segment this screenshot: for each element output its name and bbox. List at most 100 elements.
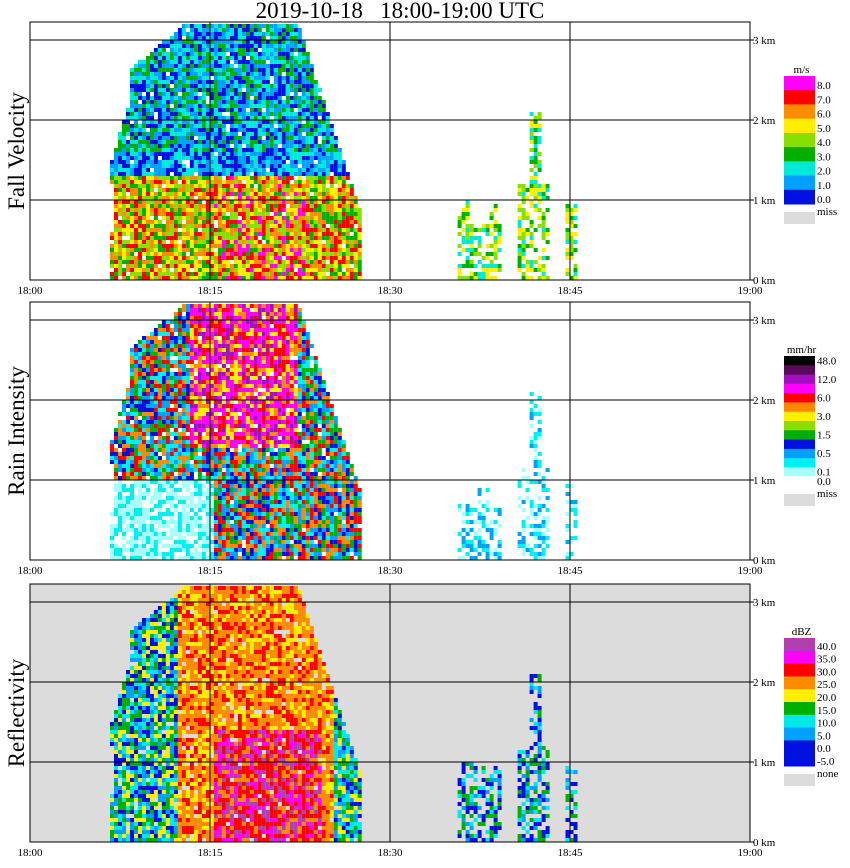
data-cell [305,240,310,244]
data-cell [281,156,286,160]
data-cell [269,60,274,64]
data-cell [277,112,282,116]
data-cell [161,44,166,48]
data-cell [321,192,326,196]
data-cell [157,200,162,204]
data-cell [153,364,158,368]
data-cell [189,356,194,360]
data-cell [138,180,142,184]
data-cell [249,88,254,92]
data-cell [150,344,154,348]
data-cell [134,244,138,248]
data-cell [269,180,274,184]
data-cell [205,152,210,156]
data-cell [229,248,234,252]
data-cell [325,168,330,172]
data-cell [209,112,214,116]
data-cell [209,160,214,164]
data-cell [325,252,330,256]
data-cell [265,276,270,280]
data-cell [173,84,178,88]
data-cell [197,480,202,484]
data-cell [126,388,130,392]
data-cell [185,504,190,508]
data-cell [177,312,182,316]
data-cell [213,76,218,80]
data-cell [209,408,214,412]
data-cell [185,308,190,312]
data-cell [233,140,238,144]
data-cell [150,152,154,156]
data-cell [181,156,186,160]
data-cell [142,368,146,372]
data-cell [153,356,158,360]
data-cell [233,256,238,260]
data-cell [305,100,310,104]
data-cell [193,396,198,400]
data-cell [293,100,298,104]
data-cell [150,380,154,384]
data-cell [150,500,154,504]
data-cell [309,92,314,96]
data-cell [253,204,258,208]
data-cell [181,260,186,264]
data-cell [146,116,150,120]
data-cell [177,380,182,384]
data-cell [257,148,262,152]
data-cell [126,180,130,184]
data-cell [533,180,538,184]
data-cell [122,180,126,184]
data-cell [317,128,322,132]
data-cell [357,264,362,268]
data-cell [142,364,146,368]
data-cell [114,204,118,208]
data-cell [281,260,286,264]
data-cell [333,236,338,240]
data-cell [185,176,190,180]
data-cell [541,228,546,232]
data-cell [134,348,138,352]
data-cell [114,484,118,488]
data-cell [134,508,138,512]
data-cell [142,72,146,76]
data-cell [225,100,230,104]
data-cell [225,168,230,172]
data-cell [157,416,162,420]
data-cell [150,140,154,144]
data-cell [289,24,294,28]
data-cell [157,432,162,436]
data-cell [205,388,210,392]
data-cell [150,124,154,128]
data-cell [161,100,166,104]
data-cell [126,448,130,452]
data-cell [153,352,158,356]
data-cell [525,196,530,200]
data-cell [130,128,134,132]
data-cell [205,232,210,236]
data-cell [118,152,122,156]
data-cell [138,496,142,500]
data-cell [249,28,254,32]
data-cell [305,196,310,200]
data-cell [221,272,226,276]
data-cell [114,452,118,456]
data-cell [142,356,146,360]
data-cell [213,256,218,260]
data-cell [197,248,202,252]
data-cell [217,244,222,248]
data-cell [253,220,258,224]
data-cell [126,428,130,432]
data-cell [217,248,222,252]
data-cell [493,276,498,280]
data-cell [309,248,314,252]
data-cell [237,64,242,68]
data-cell [265,256,270,260]
data-cell [241,228,246,232]
data-cell [165,336,170,340]
data-cell [281,208,286,212]
data-cell [249,184,254,188]
data-cell [285,108,290,112]
data-cell [285,212,290,216]
data-cell [189,124,194,128]
data-cell [469,272,474,276]
